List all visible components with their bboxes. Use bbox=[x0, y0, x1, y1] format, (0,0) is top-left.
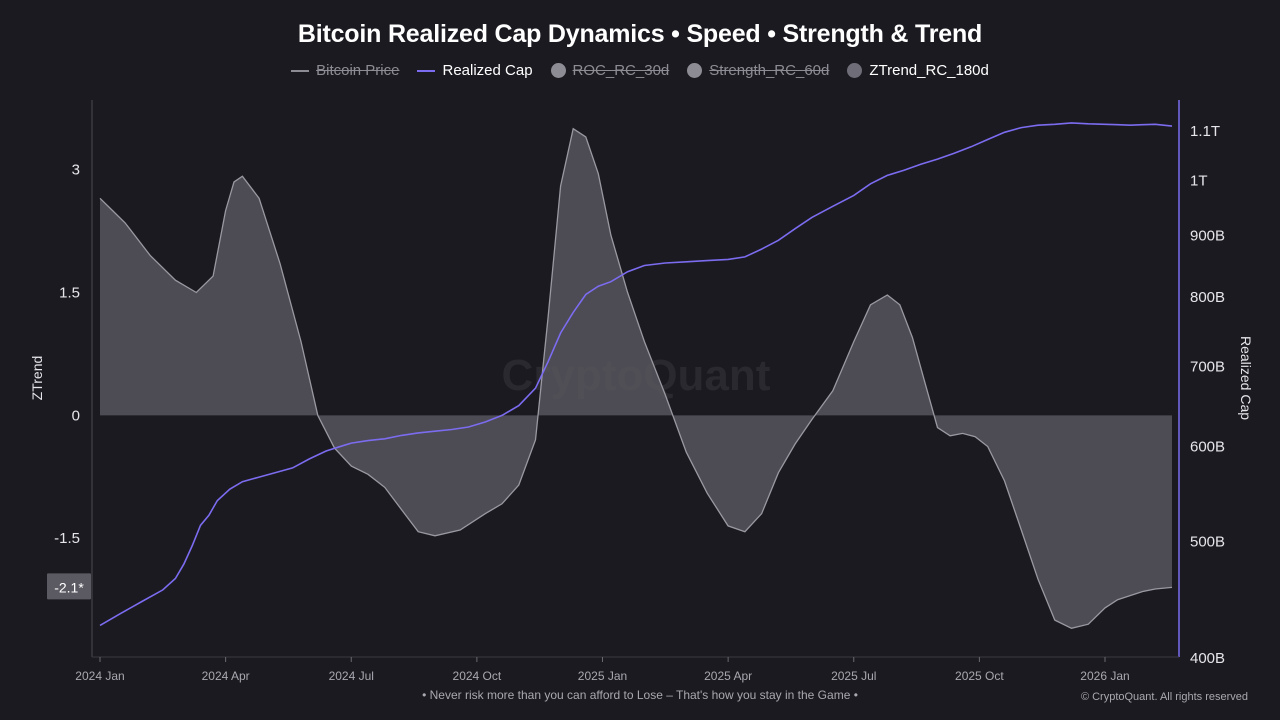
left-tick-label: 1.5 bbox=[59, 284, 80, 301]
legend-item-strength-rc-60d[interactable]: Strength_RC_60d bbox=[687, 62, 829, 79]
legend-dot-swatch bbox=[687, 63, 703, 78]
right-tick-label: 600B bbox=[1190, 439, 1225, 456]
x-tick-label: 2025 Oct bbox=[955, 669, 1004, 683]
current-value-badge bbox=[47, 573, 91, 600]
legend-label: ZTrend_RC_180d bbox=[869, 62, 989, 79]
footer-note: • Never risk more than you can afford to… bbox=[422, 688, 858, 702]
legend-line-swatch bbox=[291, 69, 310, 72]
right-tick-label: 400B bbox=[1190, 650, 1225, 667]
x-tick-label: 2024 Oct bbox=[453, 669, 502, 683]
x-tick-label: 2025 Jan bbox=[578, 669, 627, 683]
realized-cap-line bbox=[99, 122, 1173, 627]
x-tick-label: 2024 Jan bbox=[75, 669, 124, 683]
right-tick-label: 800B bbox=[1190, 289, 1225, 306]
left-axis-label: ZTrend bbox=[29, 356, 45, 401]
copyright-text: © CryptoQuant. All rights reserved bbox=[1080, 691, 1248, 703]
right-axis-label: Realized Cap bbox=[1238, 336, 1254, 420]
x-tick-label: 2025 Apr bbox=[704, 669, 752, 683]
x-tick-label: 2024 Jul bbox=[329, 669, 374, 683]
left-tick-label: -1.5 bbox=[54, 530, 80, 547]
right-tick-label: 1T bbox=[1190, 173, 1208, 190]
legend-label: Realized Cap bbox=[442, 62, 533, 79]
legend-dot-swatch bbox=[550, 63, 566, 78]
left-tick-label: 3 bbox=[72, 162, 80, 179]
ztrend-area bbox=[100, 128, 1172, 629]
left-tick-label: 0 bbox=[72, 407, 80, 424]
legend-dot-swatch bbox=[847, 63, 863, 78]
ztrend-line bbox=[99, 127, 1173, 629]
chart-title: Bitcoin Realized Cap Dynamics • Speed • … bbox=[297, 20, 983, 48]
x-tick-label: 2025 Jul bbox=[831, 669, 876, 683]
x-tick-label: 2026 Jan bbox=[1080, 669, 1129, 683]
legend-item-realized-cap[interactable]: Realized Cap bbox=[417, 62, 533, 79]
legend-line-swatch bbox=[417, 69, 436, 72]
legend-item-bitcoin-price[interactable]: Bitcoin Price bbox=[291, 62, 399, 79]
legend-label: Strength_RC_60d bbox=[709, 62, 830, 79]
legend-item-ztrend-rc-180d[interactable]: ZTrend_RC_180d bbox=[847, 62, 989, 79]
x-tick-label: 2024 Apr bbox=[202, 669, 250, 683]
right-tick-label: 500B bbox=[1190, 534, 1225, 551]
right-tick-label: 700B bbox=[1190, 358, 1225, 375]
current-value-label: -2.1* bbox=[54, 579, 84, 595]
legend-label: ROC_RC_30d bbox=[572, 62, 670, 79]
right-tick-label: 1.1T bbox=[1190, 123, 1220, 140]
legend-item-roc-rc-30d[interactable]: ROC_RC_30d bbox=[550, 62, 670, 79]
legend-label: Bitcoin Price bbox=[316, 62, 400, 79]
chart-legend: Bitcoin Price Realized Cap ROC_RC_30d Stren… bbox=[0, 62, 1280, 79]
right-tick-label: 900B bbox=[1190, 227, 1225, 244]
